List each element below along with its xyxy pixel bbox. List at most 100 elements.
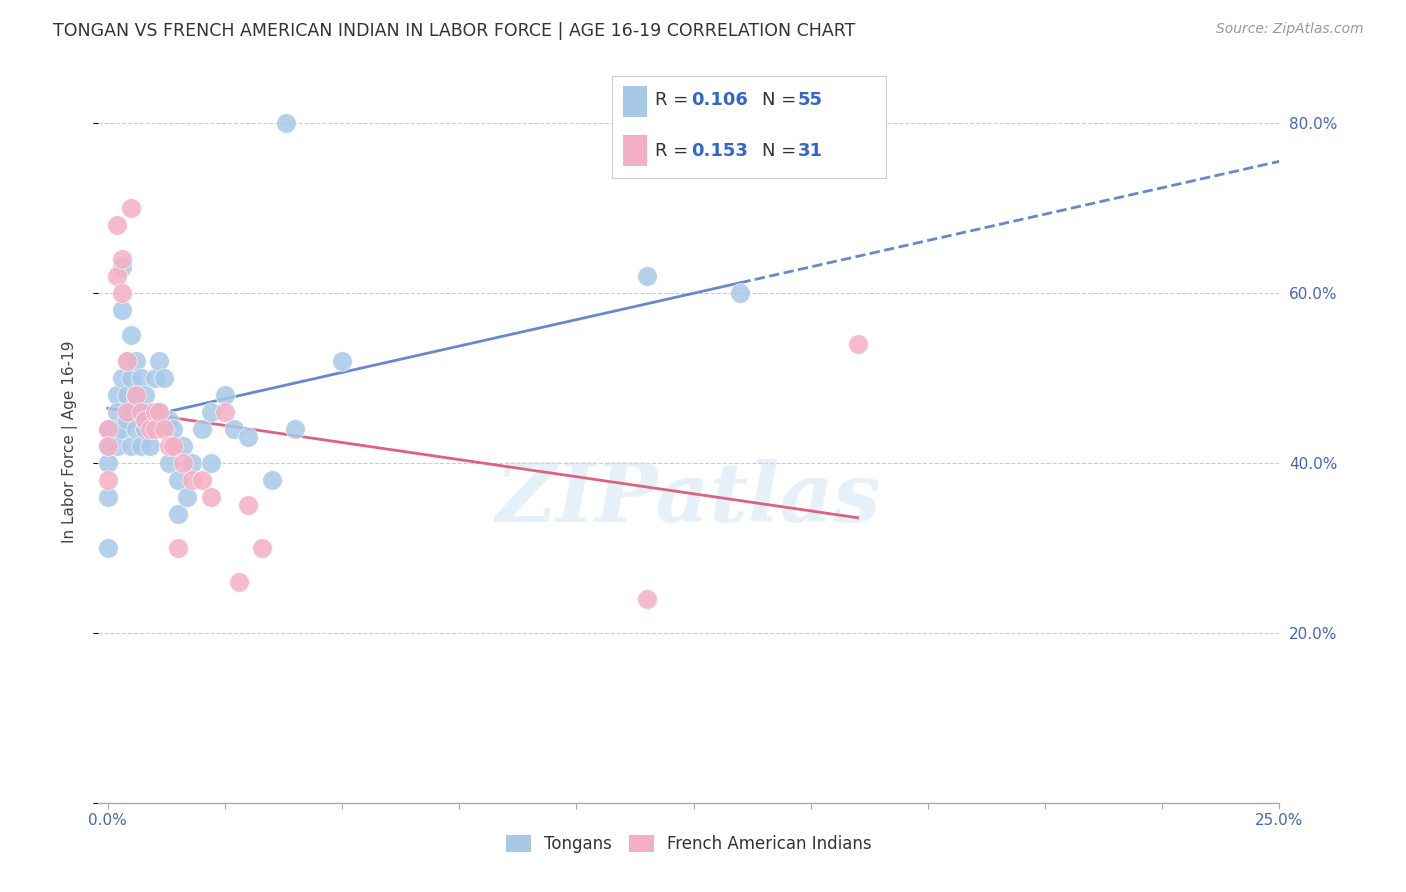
Text: R =: R = xyxy=(655,142,695,160)
Point xyxy=(157,439,180,453)
Point xyxy=(157,456,180,470)
Point xyxy=(148,405,170,419)
Text: N =: N = xyxy=(762,142,803,160)
Point xyxy=(200,456,222,470)
Point xyxy=(330,353,353,368)
Point xyxy=(134,388,156,402)
Point xyxy=(139,439,162,453)
Point xyxy=(143,371,166,385)
Point xyxy=(125,353,148,368)
Point xyxy=(148,405,170,419)
Text: 0.153: 0.153 xyxy=(692,142,748,160)
Point xyxy=(730,285,752,300)
Point xyxy=(167,541,190,555)
Point xyxy=(228,574,250,589)
Point xyxy=(134,422,156,436)
Point xyxy=(238,498,260,512)
Point xyxy=(105,405,128,419)
Point xyxy=(120,371,142,385)
Point xyxy=(115,353,138,368)
Point xyxy=(129,405,152,419)
Text: Source: ZipAtlas.com: Source: ZipAtlas.com xyxy=(1216,22,1364,37)
Point xyxy=(148,353,170,368)
Point xyxy=(115,353,138,368)
Point xyxy=(260,473,283,487)
Point xyxy=(176,490,198,504)
Point xyxy=(129,371,152,385)
Point xyxy=(143,405,166,419)
Point xyxy=(190,422,212,436)
Point xyxy=(111,422,134,436)
Point xyxy=(214,388,236,402)
Point xyxy=(97,422,120,436)
Text: N =: N = xyxy=(762,92,803,110)
Text: 31: 31 xyxy=(799,142,823,160)
Point xyxy=(97,456,120,470)
Point xyxy=(162,422,184,436)
Point xyxy=(636,268,658,283)
Point xyxy=(143,413,166,427)
Point xyxy=(274,116,297,130)
Point xyxy=(143,422,166,436)
Point xyxy=(105,439,128,453)
Point xyxy=(111,285,134,300)
Point xyxy=(120,328,142,343)
Point xyxy=(181,456,204,470)
Point xyxy=(111,252,134,266)
Point xyxy=(200,405,222,419)
Point xyxy=(129,405,152,419)
Point xyxy=(120,201,142,215)
Point xyxy=(284,422,307,436)
Point xyxy=(190,473,212,487)
Bar xyxy=(623,136,647,166)
Point xyxy=(172,456,194,470)
Point xyxy=(120,439,142,453)
Y-axis label: In Labor Force | Age 16-19: In Labor Force | Age 16-19 xyxy=(62,340,77,543)
Text: 55: 55 xyxy=(799,92,823,110)
Point xyxy=(97,541,120,555)
Point xyxy=(139,405,162,419)
Point xyxy=(200,490,222,504)
Point xyxy=(846,336,869,351)
Point xyxy=(238,430,260,444)
Point xyxy=(162,439,184,453)
Text: ZIPatlas: ZIPatlas xyxy=(496,459,882,540)
Point xyxy=(111,302,134,317)
Point xyxy=(97,439,120,453)
Point xyxy=(134,413,156,427)
Bar xyxy=(623,87,647,117)
Point xyxy=(115,388,138,402)
Point xyxy=(125,388,148,402)
Text: TONGAN VS FRENCH AMERICAN INDIAN IN LABOR FORCE | AGE 16-19 CORRELATION CHART: TONGAN VS FRENCH AMERICAN INDIAN IN LABO… xyxy=(53,22,856,40)
Point xyxy=(105,388,128,402)
Point xyxy=(252,541,274,555)
Point xyxy=(157,413,180,427)
Point xyxy=(125,422,148,436)
Point xyxy=(224,422,246,436)
Point xyxy=(97,422,120,436)
Text: 0.106: 0.106 xyxy=(692,92,748,110)
Point xyxy=(111,371,134,385)
Point xyxy=(129,439,152,453)
Point xyxy=(120,405,142,419)
Point xyxy=(181,473,204,487)
Legend: Tongans, French American Indians: Tongans, French American Indians xyxy=(499,828,879,860)
Point xyxy=(97,473,120,487)
Point xyxy=(97,439,120,453)
Point xyxy=(105,218,128,232)
Point xyxy=(636,591,658,606)
Point xyxy=(115,413,138,427)
Point xyxy=(105,422,128,436)
Point xyxy=(97,490,120,504)
Point xyxy=(115,405,138,419)
Point xyxy=(172,439,194,453)
Point xyxy=(111,260,134,275)
Point xyxy=(105,268,128,283)
Point xyxy=(125,388,148,402)
Text: R =: R = xyxy=(655,92,695,110)
Point xyxy=(153,371,176,385)
Point xyxy=(167,507,190,521)
Point xyxy=(167,473,190,487)
Point xyxy=(214,405,236,419)
Point xyxy=(139,422,162,436)
